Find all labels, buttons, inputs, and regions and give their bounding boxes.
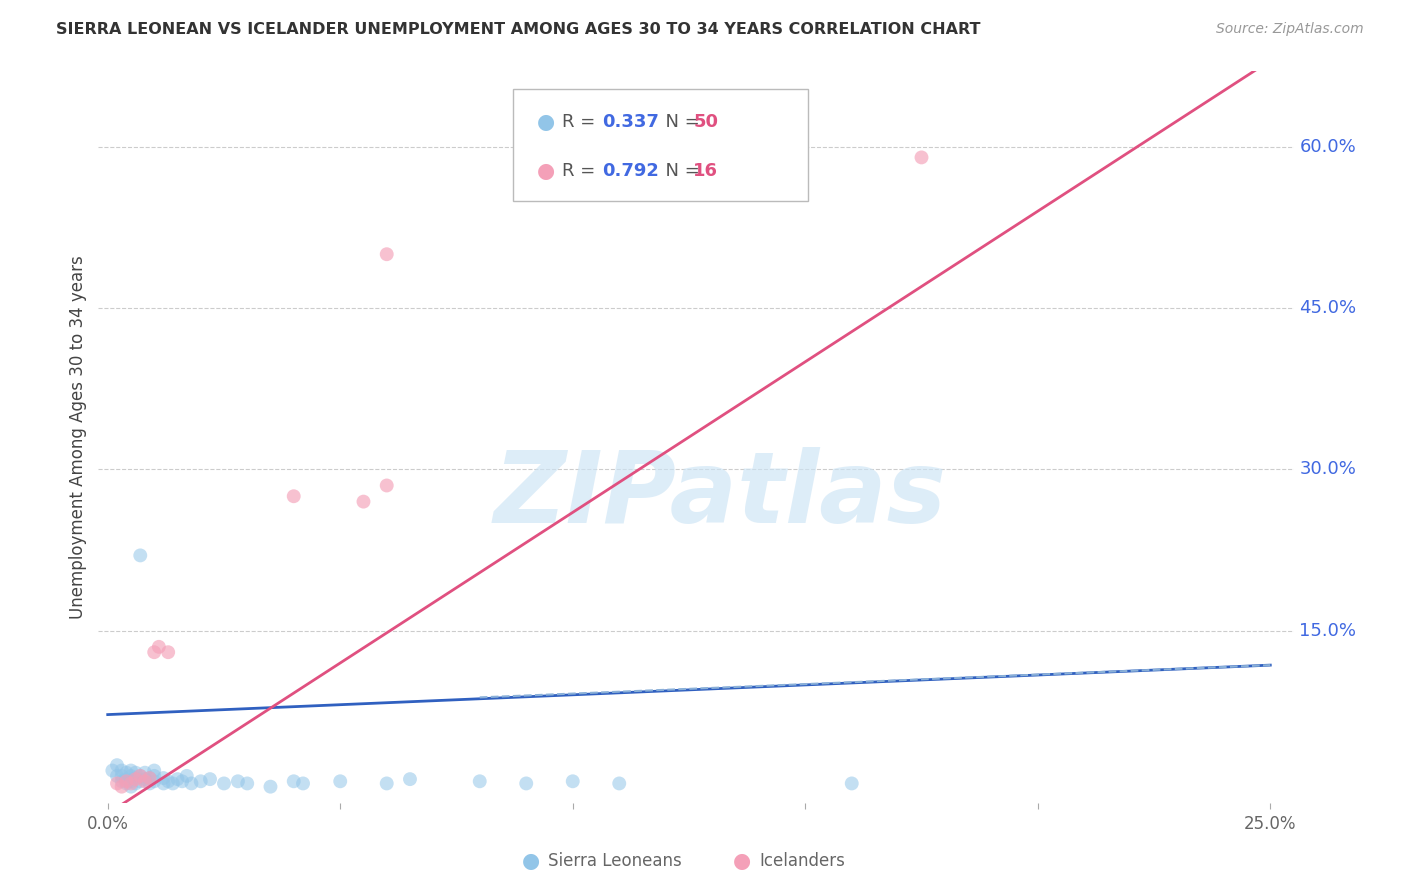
Point xyxy=(561,774,583,789)
Point xyxy=(115,765,138,780)
Point xyxy=(105,776,128,790)
Point xyxy=(180,776,202,790)
Text: Sierra Leoneans: Sierra Leoneans xyxy=(548,852,682,870)
Point xyxy=(259,780,281,794)
Point xyxy=(841,776,863,790)
Text: ●: ● xyxy=(734,851,751,871)
Point xyxy=(138,776,160,790)
Text: 50: 50 xyxy=(693,113,718,131)
Text: ●: ● xyxy=(537,161,554,180)
Point xyxy=(124,776,146,790)
Point xyxy=(515,776,537,790)
Point xyxy=(292,776,315,790)
Point xyxy=(115,776,138,790)
Text: 15.0%: 15.0% xyxy=(1299,622,1357,640)
Point xyxy=(129,769,152,783)
Point xyxy=(399,772,422,786)
Point xyxy=(111,780,134,794)
Point xyxy=(162,776,184,790)
Point xyxy=(375,776,398,790)
Point xyxy=(115,772,138,786)
Point xyxy=(190,774,212,789)
Text: N =: N = xyxy=(654,161,706,179)
Point xyxy=(198,772,221,786)
Text: 16: 16 xyxy=(693,161,718,179)
Point xyxy=(134,772,156,786)
Point xyxy=(212,776,235,790)
Text: Source: ZipAtlas.com: Source: ZipAtlas.com xyxy=(1216,22,1364,37)
Point xyxy=(143,769,166,783)
Point xyxy=(143,645,166,659)
Point xyxy=(143,774,166,789)
Point xyxy=(111,774,134,789)
Text: 0.792: 0.792 xyxy=(602,161,658,179)
Point xyxy=(166,772,188,786)
Text: 60.0%: 60.0% xyxy=(1299,137,1357,156)
Point xyxy=(120,780,142,794)
Point xyxy=(148,640,170,654)
Point xyxy=(283,489,305,503)
Point xyxy=(172,774,194,789)
Text: 0.337: 0.337 xyxy=(602,113,658,131)
Y-axis label: Unemployment Among Ages 30 to 34 years: Unemployment Among Ages 30 to 34 years xyxy=(69,255,87,619)
Point xyxy=(105,758,128,772)
Point xyxy=(111,769,134,783)
Point xyxy=(283,774,305,789)
Point xyxy=(124,772,146,786)
Point xyxy=(115,774,138,789)
Text: 30.0%: 30.0% xyxy=(1299,460,1357,478)
Point xyxy=(329,774,352,789)
Point xyxy=(134,774,156,789)
Point xyxy=(129,774,152,789)
Point xyxy=(375,247,398,261)
Text: R =: R = xyxy=(562,161,602,179)
Text: Icelanders: Icelanders xyxy=(759,852,845,870)
Point xyxy=(138,771,160,785)
Point xyxy=(157,645,180,659)
Point xyxy=(353,494,375,508)
Point xyxy=(226,774,249,789)
Point xyxy=(176,769,198,783)
Text: ●: ● xyxy=(537,112,554,132)
Point xyxy=(111,764,134,778)
Point xyxy=(120,774,142,789)
Point xyxy=(152,776,174,790)
Point xyxy=(120,776,142,790)
Text: ●: ● xyxy=(523,851,540,871)
Text: SIERRA LEONEAN VS ICELANDER UNEMPLOYMENT AMONG AGES 30 TO 34 YEARS CORRELATION C: SIERRA LEONEAN VS ICELANDER UNEMPLOYMENT… xyxy=(56,22,981,37)
Point xyxy=(101,764,124,778)
Point xyxy=(120,769,142,783)
Point xyxy=(124,771,146,785)
Point xyxy=(910,150,932,164)
Point xyxy=(138,771,160,785)
Point xyxy=(134,765,156,780)
Point xyxy=(607,776,630,790)
Point xyxy=(157,774,180,789)
Text: 45.0%: 45.0% xyxy=(1299,299,1357,317)
Point xyxy=(152,771,174,785)
Text: R =: R = xyxy=(562,113,602,131)
Point xyxy=(468,774,491,789)
Point xyxy=(120,764,142,778)
Text: N =: N = xyxy=(654,113,706,131)
Point xyxy=(129,549,152,563)
Point xyxy=(143,764,166,778)
Point xyxy=(375,478,398,492)
Point xyxy=(124,765,146,780)
Point xyxy=(236,776,259,790)
Point xyxy=(129,769,152,783)
Text: ZIPatlas: ZIPatlas xyxy=(494,447,946,544)
Point xyxy=(105,769,128,783)
